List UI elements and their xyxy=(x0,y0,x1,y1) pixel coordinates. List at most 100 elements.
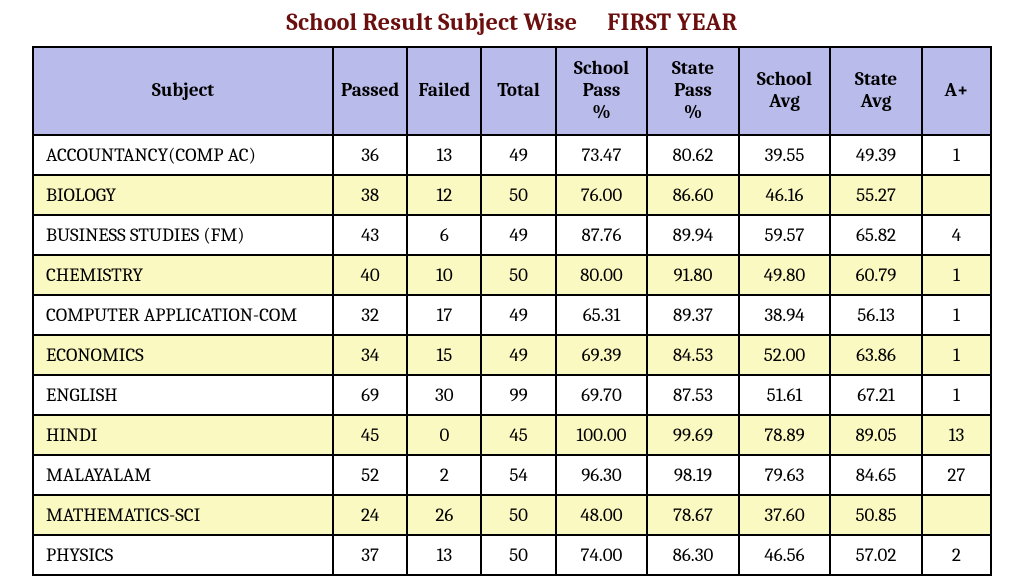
cell-failed: 0 xyxy=(407,415,481,455)
col-state-avg: StateAvg xyxy=(830,47,922,135)
cell-state_avg: 67.21 xyxy=(830,375,922,415)
cell-passed: 24 xyxy=(333,495,407,535)
cell-state_pass_pct: 80.62 xyxy=(647,135,739,175)
cell-state_avg: 49.39 xyxy=(830,135,922,175)
col-label: SchoolAvg xyxy=(757,68,812,112)
cell-state_pass_pct: 91.80 xyxy=(647,255,739,295)
cell-subject: ACCOUNTANCY(COMP AC) xyxy=(33,135,333,175)
cell-passed: 40 xyxy=(333,255,407,295)
cell-a_plus: 4 xyxy=(922,215,991,255)
table-row: MATHEMATICS-SCI24265048.0078.6737.6050.8… xyxy=(33,495,991,535)
cell-subject: BIOLOGY xyxy=(33,175,333,215)
page-year: FIRST YEAR xyxy=(607,8,737,36)
cell-a_plus: 1 xyxy=(922,255,991,295)
cell-a_plus: 1 xyxy=(922,135,991,175)
cell-state_pass_pct: 98.19 xyxy=(647,455,739,495)
title-row: School Result Subject Wise FIRST YEAR xyxy=(0,0,1024,46)
cell-school_pass_pct: 69.39 xyxy=(556,335,648,375)
cell-school_avg: 46.56 xyxy=(739,535,831,575)
cell-school_avg: 46.16 xyxy=(739,175,831,215)
cell-total: 50 xyxy=(481,175,555,215)
cell-state_avg: 63.86 xyxy=(830,335,922,375)
cell-state_avg: 56.13 xyxy=(830,295,922,335)
cell-failed: 30 xyxy=(407,375,481,415)
cell-failed: 17 xyxy=(407,295,481,335)
cell-subject: HINDI xyxy=(33,415,333,455)
cell-state_pass_pct: 89.37 xyxy=(647,295,739,335)
cell-passed: 52 xyxy=(333,455,407,495)
cell-failed: 13 xyxy=(407,535,481,575)
cell-school_pass_pct: 48.00 xyxy=(556,495,648,535)
col-state-pass-pct: StatePass% xyxy=(647,47,739,135)
cell-state_avg: 55.27 xyxy=(830,175,922,215)
cell-a_plus xyxy=(922,175,991,215)
cell-state_pass_pct: 86.30 xyxy=(647,535,739,575)
page-title: School Result Subject Wise xyxy=(286,8,577,36)
cell-school_pass_pct: 80.00 xyxy=(556,255,648,295)
col-failed: Failed xyxy=(407,47,481,135)
table-row: ECONOMICS34154969.3984.5352.0063.861 xyxy=(33,335,991,375)
cell-a_plus: 1 xyxy=(922,295,991,335)
table-row: ACCOUNTANCY(COMP AC)36134973.4780.6239.5… xyxy=(33,135,991,175)
table-row: PHYSICS37135074.0086.3046.5657.022 xyxy=(33,535,991,575)
table-row: ENGLISH69309969.7087.5351.6167.211 xyxy=(33,375,991,415)
table-row: CHEMISTRY40105080.0091.8049.8060.791 xyxy=(33,255,991,295)
cell-a_plus: 13 xyxy=(922,415,991,455)
cell-subject: CHEMISTRY xyxy=(33,255,333,295)
cell-school_avg: 51.61 xyxy=(739,375,831,415)
cell-a_plus: 2 xyxy=(922,535,991,575)
cell-school_avg: 79.63 xyxy=(739,455,831,495)
cell-school_avg: 37.60 xyxy=(739,495,831,535)
cell-failed: 15 xyxy=(407,335,481,375)
cell-state_pass_pct: 86.60 xyxy=(647,175,739,215)
cell-a_plus: 1 xyxy=(922,375,991,415)
cell-state_avg: 89.05 xyxy=(830,415,922,455)
cell-failed: 13 xyxy=(407,135,481,175)
cell-total: 49 xyxy=(481,295,555,335)
cell-a_plus xyxy=(922,495,991,535)
table-row: BUSINESS STUDIES (FM)4364987.7689.9459.5… xyxy=(33,215,991,255)
cell-state_avg: 60.79 xyxy=(830,255,922,295)
cell-failed: 2 xyxy=(407,455,481,495)
cell-school_avg: 39.55 xyxy=(739,135,831,175)
cell-passed: 34 xyxy=(333,335,407,375)
cell-failed: 26 xyxy=(407,495,481,535)
cell-school_pass_pct: 76.00 xyxy=(556,175,648,215)
table-row: MALAYALAM5225496.3098.1979.6384.6527 xyxy=(33,455,991,495)
cell-state_pass_pct: 87.53 xyxy=(647,375,739,415)
col-school-pass-pct: SchoolPass% xyxy=(556,47,648,135)
col-label: StateAvg xyxy=(855,68,897,112)
cell-state_pass_pct: 78.67 xyxy=(647,495,739,535)
cell-state_avg: 65.82 xyxy=(830,215,922,255)
cell-total: 49 xyxy=(481,215,555,255)
cell-school_avg: 38.94 xyxy=(739,295,831,335)
header-row: Subject Passed Failed Total SchoolPass% … xyxy=(33,47,991,135)
table-row: BIOLOGY38125076.0086.6046.1655.27 xyxy=(33,175,991,215)
cell-total: 50 xyxy=(481,255,555,295)
cell-passed: 45 xyxy=(333,415,407,455)
col-label: SchoolPass% xyxy=(574,57,629,123)
col-passed: Passed xyxy=(333,47,407,135)
table-row: HINDI45045100.0099.6978.8989.0513 xyxy=(33,415,991,455)
cell-school_pass_pct: 96.30 xyxy=(556,455,648,495)
cell-failed: 10 xyxy=(407,255,481,295)
cell-subject: PHYSICS xyxy=(33,535,333,575)
cell-passed: 38 xyxy=(333,175,407,215)
cell-total: 99 xyxy=(481,375,555,415)
cell-subject: ECONOMICS xyxy=(33,335,333,375)
cell-total: 45 xyxy=(481,415,555,455)
cell-school_avg: 78.89 xyxy=(739,415,831,455)
cell-school_pass_pct: 87.76 xyxy=(556,215,648,255)
col-total: Total xyxy=(481,47,555,135)
col-school-avg: SchoolAvg xyxy=(739,47,831,135)
cell-a_plus: 27 xyxy=(922,455,991,495)
cell-passed: 69 xyxy=(333,375,407,415)
cell-total: 49 xyxy=(481,135,555,175)
cell-failed: 12 xyxy=(407,175,481,215)
cell-state_pass_pct: 84.53 xyxy=(647,335,739,375)
cell-passed: 43 xyxy=(333,215,407,255)
cell-school_avg: 59.57 xyxy=(739,215,831,255)
table-row: COMPUTER APPLICATION-COM32174965.3189.37… xyxy=(33,295,991,335)
page-container: School Result Subject Wise FIRST YEAR Su… xyxy=(0,0,1024,576)
cell-total: 54 xyxy=(481,455,555,495)
